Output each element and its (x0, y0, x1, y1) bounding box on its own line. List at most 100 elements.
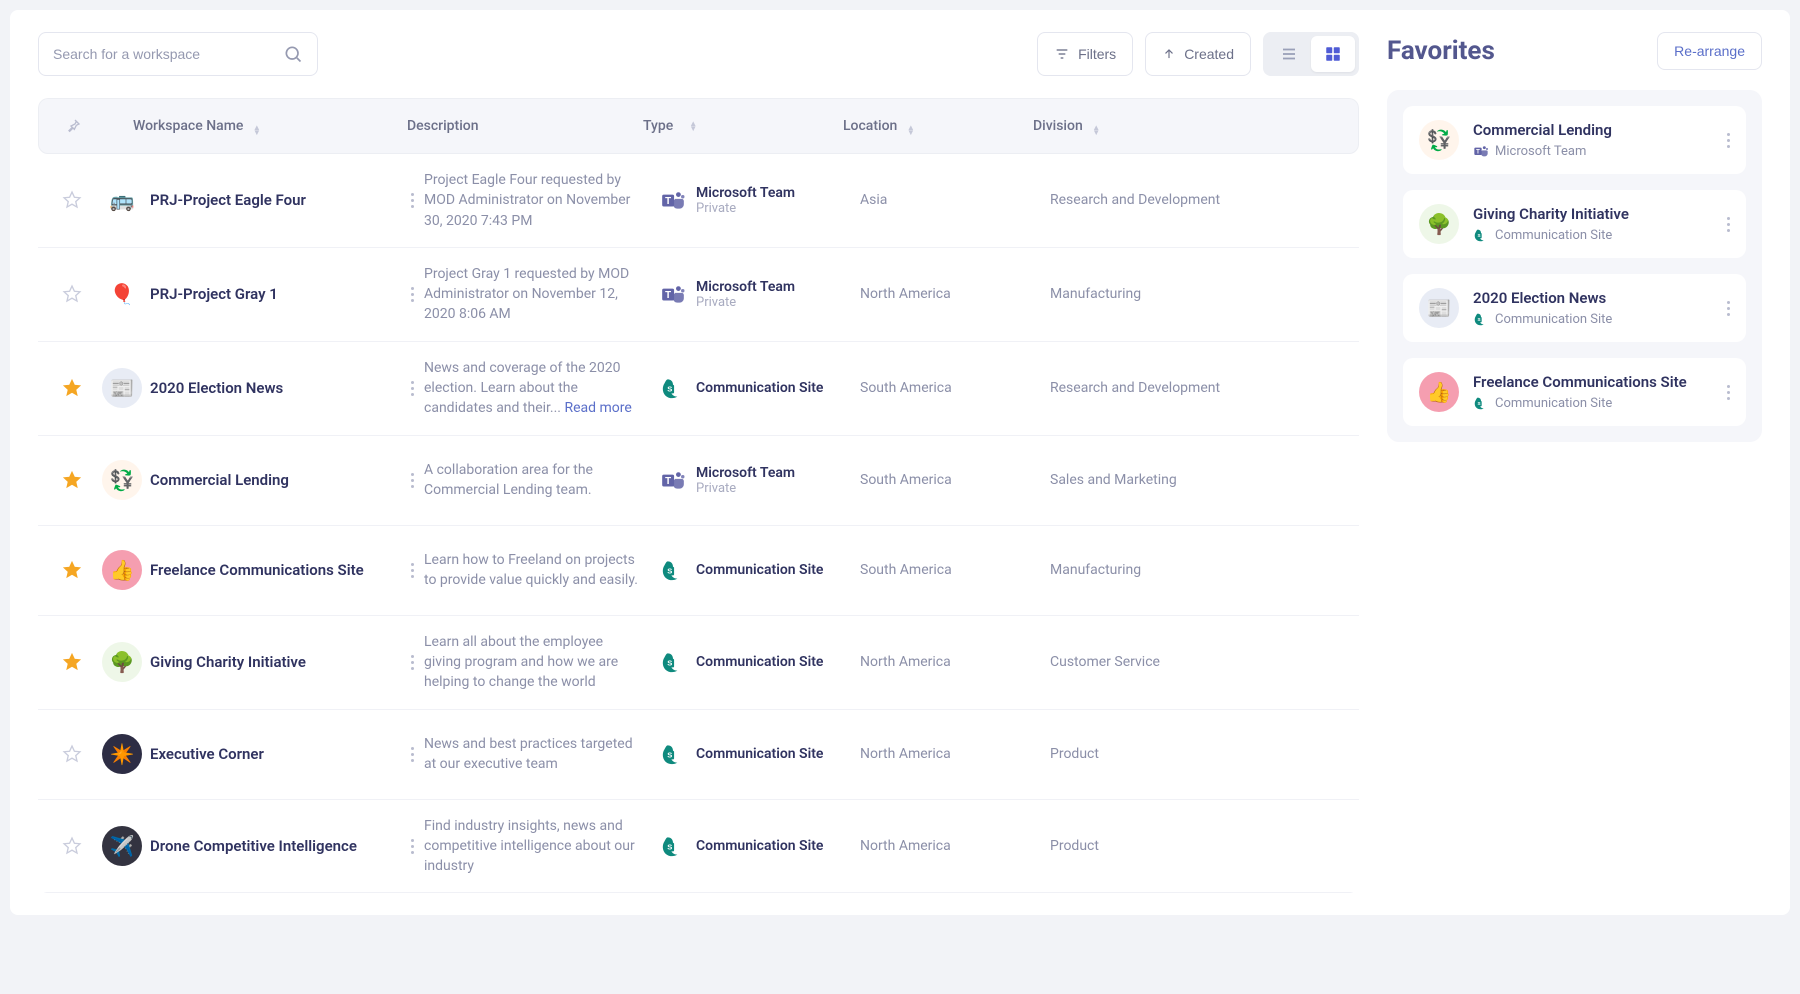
filters-label: Filters (1078, 46, 1116, 62)
table-row[interactable]: 👍 Freelance Communications Site Learn ho… (38, 526, 1359, 616)
favorite-toggle[interactable] (50, 378, 94, 398)
row-more-button[interactable] (1727, 217, 1730, 232)
svg-text:T: T (665, 476, 671, 487)
favorite-card[interactable]: 💱 Commercial Lending T Microsoft Team (1403, 106, 1746, 174)
workspace-avatar-icon: 🌳 (102, 642, 142, 682)
search-box[interactable] (38, 32, 318, 76)
row-name[interactable]: 2020 Election News (150, 379, 400, 397)
workspace-avatar-icon: ✈️ (102, 826, 142, 866)
col-header-description[interactable]: Description (407, 118, 643, 134)
view-grid-button[interactable] (1311, 36, 1355, 72)
favorites-panel: Favorites Re-arrange 💱 Commercial Lendin… (1387, 32, 1762, 893)
favorite-toggle[interactable] (50, 652, 94, 672)
pin-icon[interactable] (65, 118, 81, 134)
teams-icon: T (660, 187, 686, 213)
favorite-card[interactable]: 👍 Freelance Communications Site S Commun… (1403, 358, 1746, 426)
row-more-button[interactable] (411, 655, 414, 670)
table-row[interactable]: 🎈 PRJ-Project Gray 1 Project Gray 1 requ… (38, 248, 1359, 342)
table-row[interactable]: 🌳 Giving Charity Initiative Learn all ab… (38, 616, 1359, 710)
row-name[interactable]: Drone Competitive Intelligence (150, 837, 400, 855)
favorite-toggle[interactable] (50, 470, 94, 490)
row-description: Project Eagle Four requested by MOD Admi… (424, 172, 630, 229)
col-header-division[interactable]: Division ▲▼ (1033, 118, 1346, 135)
filters-button[interactable]: Filters (1037, 32, 1133, 76)
row-name[interactable]: Executive Corner (150, 745, 400, 763)
workspace-avatar-icon: 🎈 (102, 274, 142, 314)
row-more-button[interactable] (411, 193, 414, 208)
favorite-type-label: Microsoft Team (1495, 144, 1586, 159)
favorite-toggle[interactable] (50, 744, 94, 764)
row-more-button[interactable] (411, 747, 414, 762)
sharepoint-icon: S (660, 375, 686, 401)
row-more-button[interactable] (411, 287, 414, 302)
table-row[interactable]: 📰 2020 Election News News and coverage o… (38, 342, 1359, 436)
rearrange-button[interactable]: Re-arrange (1657, 32, 1762, 70)
row-division: Research and Development (1050, 192, 1347, 208)
teams-icon: T (1473, 143, 1489, 159)
read-more-link[interactable]: Read more (564, 400, 631, 416)
row-more-button[interactable] (1727, 133, 1730, 148)
svg-text:S: S (667, 843, 672, 852)
sharepoint-icon: S (660, 833, 686, 859)
row-division: Sales and Marketing (1050, 472, 1347, 488)
row-name[interactable]: PRJ-Project Gray 1 (150, 285, 400, 303)
top-bar: Filters Created (38, 32, 1359, 76)
favorites-title: Favorites (1387, 36, 1495, 66)
search-input[interactable] (53, 46, 283, 62)
col-header-name[interactable]: Workspace Name ▲▼ (133, 118, 383, 135)
row-name[interactable]: PRJ-Project Eagle Four (150, 191, 400, 209)
svg-text:S: S (667, 385, 672, 394)
row-description: Learn all about the employee giving prog… (424, 634, 618, 691)
row-name[interactable]: Commercial Lending (150, 471, 400, 489)
svg-text:S: S (667, 751, 672, 760)
favorite-toggle[interactable] (50, 836, 94, 856)
sharepoint-icon: S (1473, 311, 1489, 327)
row-type-label: Communication Site (696, 380, 823, 396)
created-label: Created (1184, 46, 1234, 62)
table-row[interactable]: ✴️ Executive Corner News and best practi… (38, 710, 1359, 800)
row-location: North America (860, 746, 1050, 762)
table-row[interactable]: ✈️ Drone Competitive Intelligence Find i… (38, 800, 1359, 894)
row-type-sub: Private (696, 481, 795, 496)
row-more-button[interactable] (411, 839, 414, 854)
sharepoint-icon: S (1473, 227, 1489, 243)
view-list-button[interactable] (1267, 36, 1311, 72)
row-type-label: Communication Site (696, 838, 823, 854)
table-header: Workspace Name ▲▼ Description Type ▲▼ Lo… (38, 98, 1359, 154)
favorites-list: 💱 Commercial Lending T Microsoft Team 🌳 … (1387, 90, 1762, 442)
main-panel: Filters Created (38, 32, 1359, 893)
row-more-button[interactable] (411, 563, 414, 578)
row-name[interactable]: Giving Charity Initiative (150, 653, 400, 671)
search-icon (283, 44, 303, 64)
row-more-button[interactable] (1727, 301, 1730, 316)
favorite-toggle[interactable] (50, 284, 94, 304)
col-header-location[interactable]: Location ▲▼ (843, 118, 1033, 135)
table-row[interactable]: 💱 Commercial Lending A collaboration are… (38, 436, 1359, 526)
favorite-title: Commercial Lending (1473, 121, 1713, 139)
arrow-up-icon (1162, 47, 1176, 61)
col-header-type[interactable]: Type ▲▼ (643, 118, 843, 134)
row-more-button[interactable] (411, 473, 414, 488)
row-more-button[interactable] (411, 381, 414, 396)
workspace-avatar-icon: 📰 (102, 368, 142, 408)
favorite-card[interactable]: 🌳 Giving Charity Initiative S Communicat… (1403, 190, 1746, 258)
svg-text:T: T (665, 196, 671, 207)
favorite-toggle[interactable] (50, 560, 94, 580)
row-location: South America (860, 562, 1050, 578)
favorite-card[interactable]: 📰 2020 Election News S Communication Sit… (1403, 274, 1746, 342)
workspace-avatar-icon: ✴️ (102, 734, 142, 774)
favorite-toggle[interactable] (50, 190, 94, 210)
row-division: Product (1050, 746, 1347, 762)
table-row[interactable]: 🚌 PRJ-Project Eagle Four Project Eagle F… (38, 154, 1359, 248)
row-division: Research and Development (1050, 380, 1347, 396)
sort-created-button[interactable]: Created (1145, 32, 1251, 76)
row-location: South America (860, 380, 1050, 396)
teams-icon: T (660, 467, 686, 493)
sharepoint-icon: S (660, 741, 686, 767)
row-division: Product (1050, 838, 1347, 854)
row-type-label: Microsoft Team (696, 279, 795, 295)
row-type-label: Communication Site (696, 654, 823, 670)
row-more-button[interactable] (1727, 385, 1730, 400)
row-location: South America (860, 472, 1050, 488)
row-name[interactable]: Freelance Communications Site (150, 561, 400, 579)
